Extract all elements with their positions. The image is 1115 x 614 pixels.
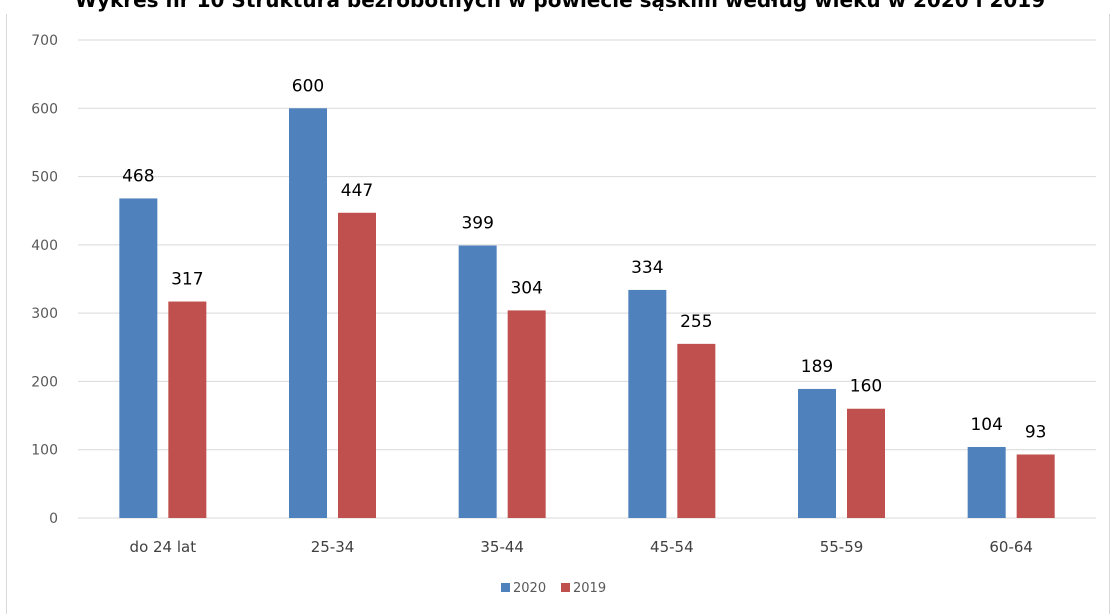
data-label: 104: [970, 415, 1002, 435]
x-tick-label: do 24 lat: [130, 538, 197, 556]
bar-2019-1: [338, 212, 376, 518]
data-label: 160: [850, 377, 882, 397]
x-tick-label: 55-59: [820, 538, 864, 556]
x-tick-label: 25-34: [311, 538, 355, 556]
x-tick-label: 35-44: [480, 538, 524, 556]
bar-2020-3: [628, 289, 667, 518]
legend-swatch: [561, 583, 570, 592]
bar-2020-5: [967, 446, 1006, 518]
bar-2019-5: [1016, 454, 1055, 518]
data-label: 304: [510, 278, 542, 298]
bar-2020-2: [458, 245, 497, 519]
y-tick-label: 0: [49, 511, 58, 527]
data-label: 255: [680, 312, 712, 332]
bar-2019-0: [168, 301, 207, 518]
data-label: 93: [1025, 422, 1047, 442]
chart-title: Wykres nr 10 Struktura bezrobotnych w po…: [74, 0, 1046, 12]
bar-2020-4: [798, 388, 836, 518]
bar-2020-1: [289, 108, 327, 519]
legend-label: 2019: [573, 581, 606, 596]
x-tick-label: 45-54: [650, 538, 694, 556]
data-label: 468: [122, 166, 154, 186]
bar-2019-2: [507, 310, 546, 518]
data-label: 334: [631, 258, 663, 278]
y-tick-label: 400: [31, 238, 58, 254]
data-label: 317: [171, 270, 203, 290]
x-tick-label: 60-64: [989, 538, 1033, 556]
y-tick-label: 600: [31, 101, 58, 117]
y-tick-label: 100: [31, 443, 58, 459]
chart-frame: [6, 14, 1110, 614]
legend-swatch: [501, 583, 510, 592]
data-label: 600: [292, 76, 324, 96]
data-label: 399: [461, 214, 493, 234]
y-tick-label: 200: [31, 374, 58, 390]
data-label: 189: [801, 357, 833, 377]
legend-label: 2020: [513, 581, 546, 596]
bar-2020-0: [119, 198, 158, 518]
data-label: 447: [341, 181, 373, 201]
y-tick-label: 500: [31, 170, 58, 186]
bar-2019-4: [847, 408, 885, 518]
y-tick-label: 300: [31, 306, 58, 322]
bar-2019-3: [677, 343, 716, 518]
y-tick-label: 700: [31, 33, 58, 49]
